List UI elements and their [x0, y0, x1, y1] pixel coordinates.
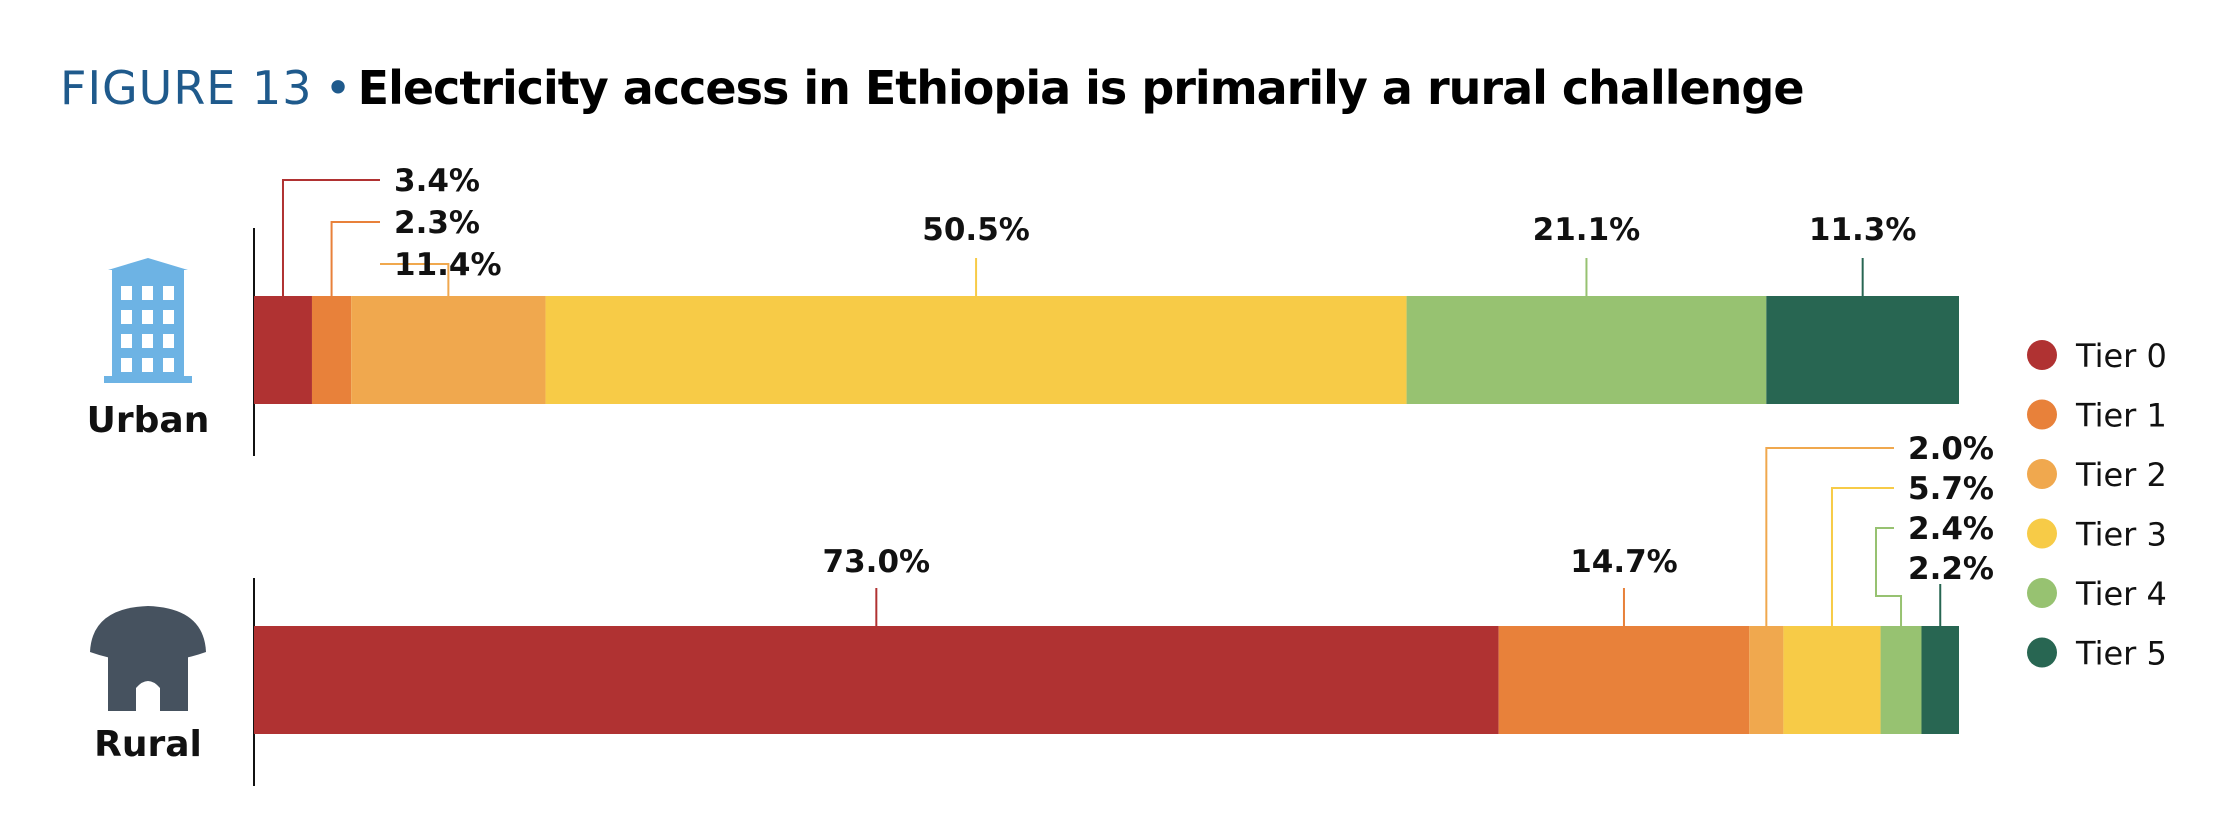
legend-swatch-tier-3 — [2027, 518, 2057, 549]
leader-line-urban-tier-0 — [281, 179, 380, 296]
bar-segment-urban-tier-4 — [1406, 296, 1767, 404]
leader-line-urban-tier-2 — [380, 263, 450, 296]
value-label-urban-tier-3: 50.5% — [922, 212, 1030, 248]
leader-line-rural-tier-3 — [1830, 487, 1894, 626]
bar-segment-urban-tier-1 — [311, 296, 352, 404]
legend-swatch-tier-4 — [2027, 578, 2057, 608]
value-label-rural-tier-5: 2.2% — [1908, 551, 1994, 587]
row-label-urban: Urban — [87, 400, 210, 441]
legend-swatch-tier-2 — [2027, 459, 2057, 489]
value-label-urban-tier-4: 21.1% — [1533, 212, 1641, 248]
legend-label-tier-3: Tier 3 — [2075, 516, 2167, 554]
bar-segment-rural-tier-3 — [1783, 626, 1881, 734]
bar-segment-rural-tier-0 — [254, 626, 1499, 734]
figure-title: FIGURE 13 • Electricity access in Ethiopia… — [60, 58, 1805, 118]
legend-label-tier-1: Tier 1 — [2075, 397, 2167, 435]
legend-label-tier-4: Tier 4 — [2075, 575, 2167, 613]
building-icon — [104, 258, 192, 383]
leader-line-urban-tier-1 — [330, 221, 380, 296]
legend-swatch-tier-1 — [2027, 399, 2057, 430]
value-label-urban-tier-2: 11.4% — [394, 247, 502, 283]
bar-segment-rural-tier-2 — [1749, 626, 1784, 734]
legend-swatch-tier-5 — [2027, 637, 2057, 668]
title-separator: • — [324, 61, 352, 115]
value-label-rural-tier-2: 2.0% — [1908, 431, 1994, 467]
bar-segment-rural-tier-5 — [1921, 626, 1959, 734]
value-label-urban-tier-5: 11.3% — [1809, 212, 1917, 248]
bar-segment-urban-tier-5 — [1766, 296, 1959, 404]
figure-label: FIGURE 13 — [60, 61, 313, 115]
value-label-urban-tier-1: 2.3% — [394, 205, 480, 241]
value-label-rural-tier-3: 5.7% — [1908, 471, 1994, 507]
legend-swatch-tier-0 — [2027, 340, 2057, 370]
bar-segment-rural-tier-4 — [1880, 626, 1922, 734]
leader-line-rural-tier-4 — [1875, 527, 1903, 626]
legend-label-tier-0: Tier 0 — [2075, 337, 2167, 375]
bar-segment-urban-tier-0 — [254, 296, 312, 404]
chart-title: Electricity access in Ethiopia is primar… — [357, 61, 1805, 115]
leader-line-rural-tier-2 — [1765, 447, 1894, 626]
row-label-rural: Rural — [94, 724, 202, 765]
bar-segment-urban-tier-3 — [545, 296, 1407, 404]
bar-segment-rural-tier-1 — [1498, 626, 1750, 734]
value-label-rural-tier-4: 2.4% — [1908, 511, 1994, 547]
hut-icon — [90, 606, 206, 711]
value-label-urban-tier-0: 3.4% — [394, 163, 480, 199]
value-label-rural-tier-0: 73.0% — [823, 544, 931, 580]
value-label-rural-tier-1: 14.7% — [1570, 544, 1678, 580]
bar-segment-urban-tier-2 — [351, 296, 546, 404]
legend-label-tier-5: Tier 5 — [2075, 635, 2167, 673]
legend-label-tier-2: Tier 2 — [2075, 456, 2167, 494]
